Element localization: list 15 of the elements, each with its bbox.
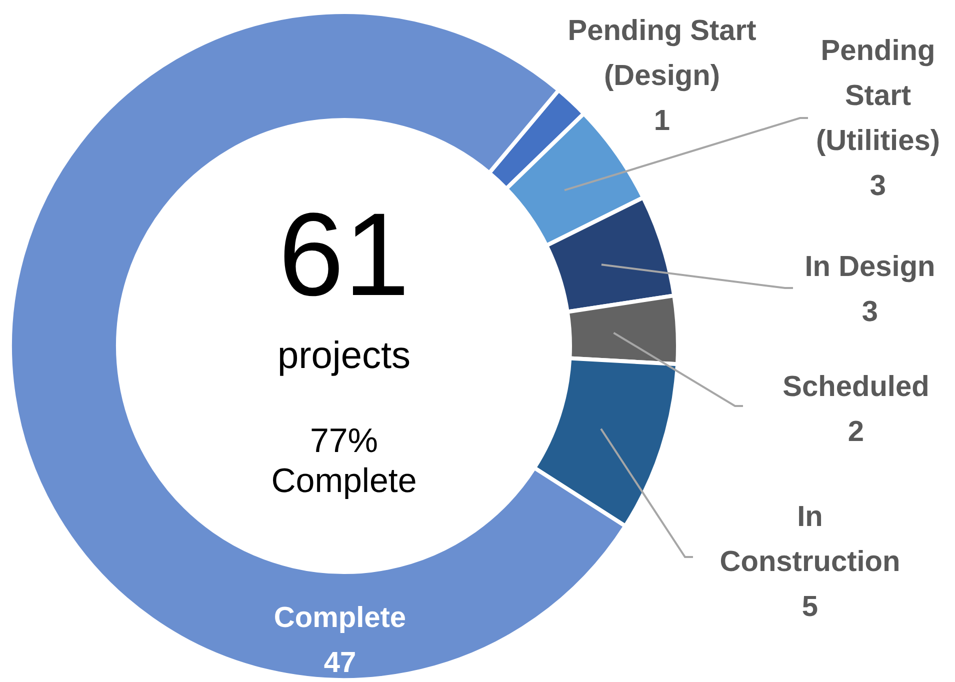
data-label: 1 (654, 105, 670, 137)
slice-label: In Design (804, 251, 936, 283)
text: 77% Complete (271, 422, 417, 500)
text: 61 (278, 189, 410, 321)
slice-label: Scheduled (782, 371, 930, 403)
data-label: 3 (862, 296, 878, 328)
data-label: 2 (848, 416, 864, 448)
slice-label: In Construction (720, 501, 900, 578)
slice-label: Pending Start (Design) (568, 15, 757, 92)
slice-label: Complete (274, 602, 406, 634)
data-label: 47 (324, 647, 356, 679)
text: projects (277, 335, 411, 377)
data-label: 3 (870, 170, 886, 202)
data-label: 5 (802, 591, 818, 623)
slice-label: Pending Start (Utilities) (816, 35, 940, 157)
